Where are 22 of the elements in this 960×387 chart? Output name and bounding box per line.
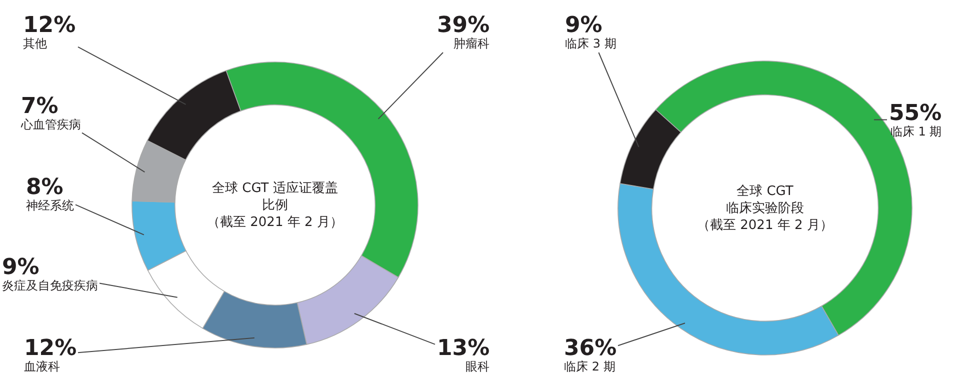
text: 全球 CGT 临床实验阶段（截至 2021 年 2 月）	[697, 184, 833, 233]
text: 全球 CGT 适应证覆盖比例（截至 2021 年 2 月）	[207, 180, 343, 230]
data-label: 7%	[21, 94, 58, 119]
data-label: 9%	[565, 13, 602, 38]
slice-label: 临床 1 期	[890, 124, 942, 139]
slice-label: 眼科	[466, 360, 490, 374]
slice-label: 神经系统	[26, 198, 74, 213]
data-label: 9%	[2, 255, 40, 280]
data-label: 12%	[23, 13, 76, 38]
data-label: 36%	[564, 336, 617, 361]
slice-label: 心血管疾病	[20, 118, 81, 132]
slice-label: 肿瘤科	[454, 36, 490, 51]
slice-label: 血液科	[24, 360, 60, 374]
slice-label: 其他	[23, 36, 47, 51]
slice-label: 临床 3 期	[565, 36, 616, 51]
data-label: 55%	[889, 101, 942, 126]
data-label: 8%	[26, 175, 64, 200]
data-label: 39%	[437, 13, 490, 38]
slice-label: 炎症及自免疫疾病	[2, 278, 98, 293]
data-label: 12%	[24, 336, 77, 361]
slice-label: 临床 2 期	[564, 360, 616, 374]
data-label: 13%	[437, 336, 490, 361]
